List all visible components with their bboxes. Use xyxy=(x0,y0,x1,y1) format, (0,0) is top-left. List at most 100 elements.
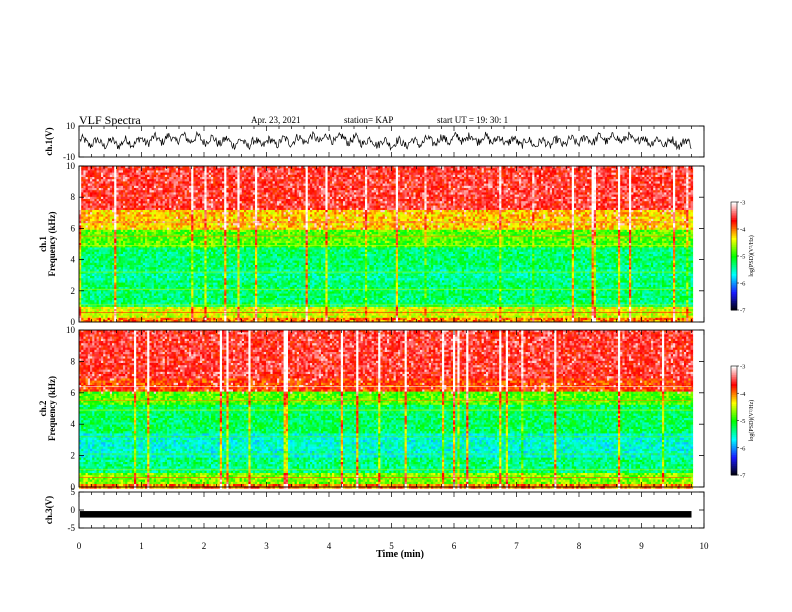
psd-cell xyxy=(138,271,141,275)
psd-cell xyxy=(208,190,212,193)
psd-cell xyxy=(215,223,218,226)
psd-cell xyxy=(116,188,119,191)
psd-cell xyxy=(129,276,133,279)
psd-cell xyxy=(134,247,137,250)
psd-cell xyxy=(217,284,221,288)
psd-cell xyxy=(105,227,108,231)
psd-cell xyxy=(105,298,108,301)
psd-cell xyxy=(142,260,146,264)
psd-cell xyxy=(92,284,95,288)
psd-cell xyxy=(162,293,166,297)
psd-cell xyxy=(112,218,115,222)
psd-cell xyxy=(226,304,229,308)
psd-cell xyxy=(96,300,100,303)
psd-cell xyxy=(160,227,163,231)
psd-cell xyxy=(175,265,179,268)
psd-cell xyxy=(118,170,122,173)
psd-cell xyxy=(202,278,205,281)
psd-cell xyxy=(182,223,185,226)
psd-cell xyxy=(134,302,137,305)
psd-cell xyxy=(193,168,196,171)
psd-cell xyxy=(211,291,214,294)
psd-cell xyxy=(107,247,111,250)
psd-cell xyxy=(202,245,205,248)
psd-cell xyxy=(160,278,163,281)
psd-cell xyxy=(162,194,166,198)
psd-cell xyxy=(160,280,163,283)
psd-cell xyxy=(123,317,126,321)
psd-cell xyxy=(94,309,97,312)
psd-cell xyxy=(92,306,95,310)
psd-cell xyxy=(81,218,84,222)
psd-cell xyxy=(136,256,139,259)
psd-cell xyxy=(211,258,214,261)
psd-cell xyxy=(118,214,122,217)
psd-cell xyxy=(167,214,170,217)
psd-cell xyxy=(206,276,210,279)
psd-cell xyxy=(149,218,152,222)
psd-cell xyxy=(226,267,229,270)
psd-cell xyxy=(81,291,84,294)
psd-cell xyxy=(103,293,106,297)
psd-cell xyxy=(197,188,201,191)
psd-cell xyxy=(109,267,113,270)
psd-cell xyxy=(87,300,91,303)
psd-cell xyxy=(184,271,188,275)
psd-cell xyxy=(81,174,84,178)
psd-cell xyxy=(167,280,170,283)
psd-cell xyxy=(217,229,221,233)
psd-cell xyxy=(83,267,86,270)
psd-cell xyxy=(129,306,133,310)
psd-cell xyxy=(193,313,196,316)
psd-cell xyxy=(103,225,106,228)
psd-cell xyxy=(156,298,159,301)
psd-cell xyxy=(138,181,141,184)
psd-cell xyxy=(83,265,86,268)
psd-cell xyxy=(81,247,84,250)
psd-cell xyxy=(171,273,174,277)
psd-cell xyxy=(147,300,150,303)
psd-cell xyxy=(206,212,210,215)
psd-cell xyxy=(125,240,128,244)
psd-cell xyxy=(123,227,126,231)
psd-cell xyxy=(149,315,152,319)
psd-cell xyxy=(186,267,190,270)
psd-cell xyxy=(222,207,225,211)
psd-cell xyxy=(211,249,214,253)
psd-cell xyxy=(219,289,223,292)
psd-cell xyxy=(175,190,179,193)
psd-cell xyxy=(129,271,133,275)
psd-cell xyxy=(224,170,227,173)
psd-cell xyxy=(211,295,214,299)
psd-cell xyxy=(195,265,199,268)
psd-cell xyxy=(222,170,225,173)
psd-cell xyxy=(107,185,111,189)
psd-cell xyxy=(103,249,106,253)
psd-cell xyxy=(118,304,122,308)
psd-cell xyxy=(129,269,133,272)
psd-cell xyxy=(142,282,146,286)
psd-cell xyxy=(131,258,135,261)
psd-cell xyxy=(197,225,201,228)
psd-cell xyxy=(226,188,229,191)
psd-cell xyxy=(94,306,97,310)
psd-cell xyxy=(193,207,196,211)
psd-cell xyxy=(123,214,126,217)
psd-cell xyxy=(116,273,119,277)
psd-cell xyxy=(81,262,84,266)
psd-cell xyxy=(129,317,133,321)
psd-cell xyxy=(125,282,128,286)
psd-cell xyxy=(193,194,196,198)
psd-cell xyxy=(94,247,97,250)
psd-cell xyxy=(112,249,115,253)
psd-cell xyxy=(164,267,168,270)
psd-cell xyxy=(153,227,157,231)
psd-cell xyxy=(101,256,104,259)
psd-cell xyxy=(204,295,207,299)
psd-cell xyxy=(125,273,128,277)
psd-cell xyxy=(211,287,214,290)
psd-cell xyxy=(164,214,168,217)
psd-cell xyxy=(208,309,212,312)
psd-cell xyxy=(182,243,185,246)
psd-cell xyxy=(169,227,172,231)
